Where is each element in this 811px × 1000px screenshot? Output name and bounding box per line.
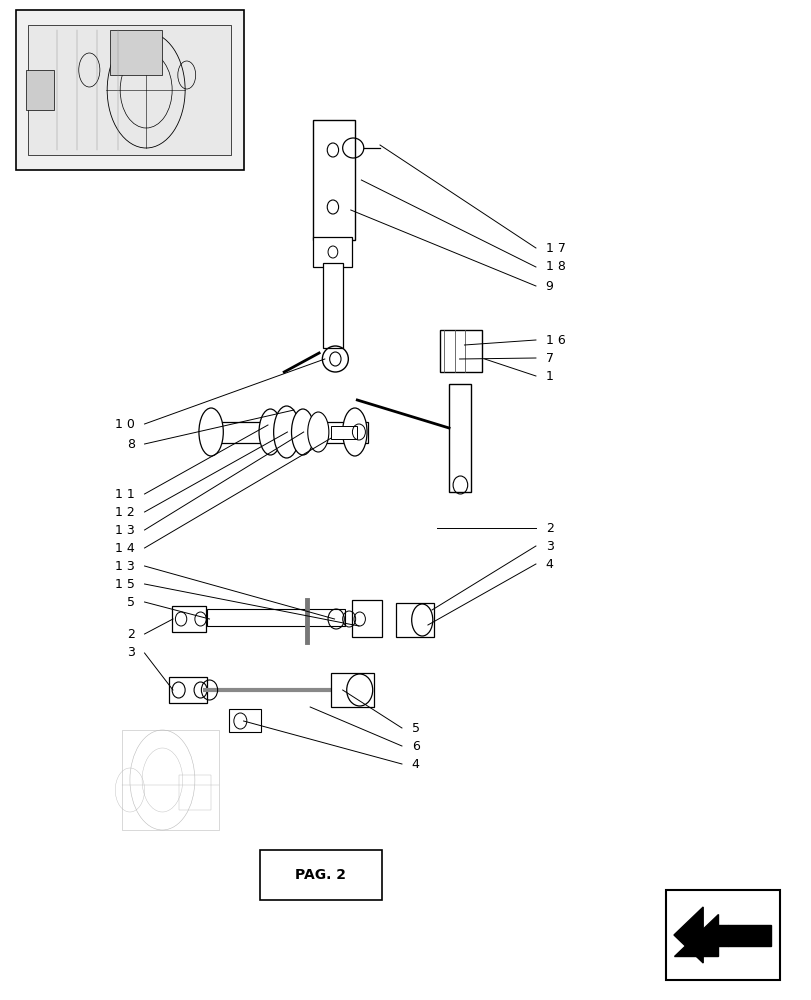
Bar xyxy=(16,10,243,170)
Ellipse shape xyxy=(259,409,281,455)
Ellipse shape xyxy=(199,408,223,456)
Text: 6: 6 xyxy=(411,740,419,752)
Text: 1 2: 1 2 xyxy=(115,506,135,518)
Text: 1 7: 1 7 xyxy=(545,241,564,254)
Bar xyxy=(448,384,470,492)
Text: 1 0: 1 0 xyxy=(115,418,135,430)
Text: 9: 9 xyxy=(545,279,553,292)
Text: 1 8: 1 8 xyxy=(545,260,564,273)
Bar xyxy=(312,120,354,240)
Bar xyxy=(351,600,381,637)
Bar xyxy=(207,609,345,626)
Text: 1 5: 1 5 xyxy=(115,578,135,590)
Text: 1 6: 1 6 xyxy=(545,334,564,347)
Bar xyxy=(172,606,206,632)
Bar xyxy=(28,25,231,155)
Text: 1 4: 1 4 xyxy=(115,542,135,554)
Text: 4: 4 xyxy=(411,758,419,770)
Text: 3: 3 xyxy=(545,540,553,552)
Text: 7: 7 xyxy=(545,352,553,364)
Text: 5: 5 xyxy=(127,595,135,608)
Bar xyxy=(331,426,357,439)
Ellipse shape xyxy=(307,412,328,452)
Text: PAG. 2: PAG. 2 xyxy=(295,868,345,882)
Bar xyxy=(665,890,779,980)
Bar xyxy=(440,330,482,372)
Ellipse shape xyxy=(342,408,367,456)
Text: 2: 2 xyxy=(545,522,553,534)
Text: 1: 1 xyxy=(545,369,553,382)
Bar xyxy=(331,673,373,707)
Bar xyxy=(201,422,367,443)
Polygon shape xyxy=(727,924,770,946)
Ellipse shape xyxy=(411,604,432,636)
Ellipse shape xyxy=(291,409,314,455)
Text: 8: 8 xyxy=(127,438,135,450)
Polygon shape xyxy=(673,907,702,963)
Bar xyxy=(122,730,219,830)
Bar xyxy=(396,603,434,637)
Bar xyxy=(260,850,381,900)
Polygon shape xyxy=(673,914,727,956)
Bar xyxy=(178,775,211,810)
Ellipse shape xyxy=(346,674,372,706)
Text: 5: 5 xyxy=(411,722,419,734)
Text: 4: 4 xyxy=(545,558,553,570)
Text: 2: 2 xyxy=(127,628,135,641)
Bar xyxy=(323,263,342,348)
Bar xyxy=(229,709,261,732)
Text: 1 3: 1 3 xyxy=(115,560,135,572)
Bar xyxy=(312,237,351,267)
Text: 3: 3 xyxy=(127,647,135,660)
Bar xyxy=(169,677,207,703)
Text: 1 1: 1 1 xyxy=(115,488,135,500)
Bar xyxy=(26,70,54,110)
Text: 1 3: 1 3 xyxy=(115,524,135,536)
Polygon shape xyxy=(19,65,57,135)
Ellipse shape xyxy=(273,406,299,458)
Bar xyxy=(109,30,162,75)
